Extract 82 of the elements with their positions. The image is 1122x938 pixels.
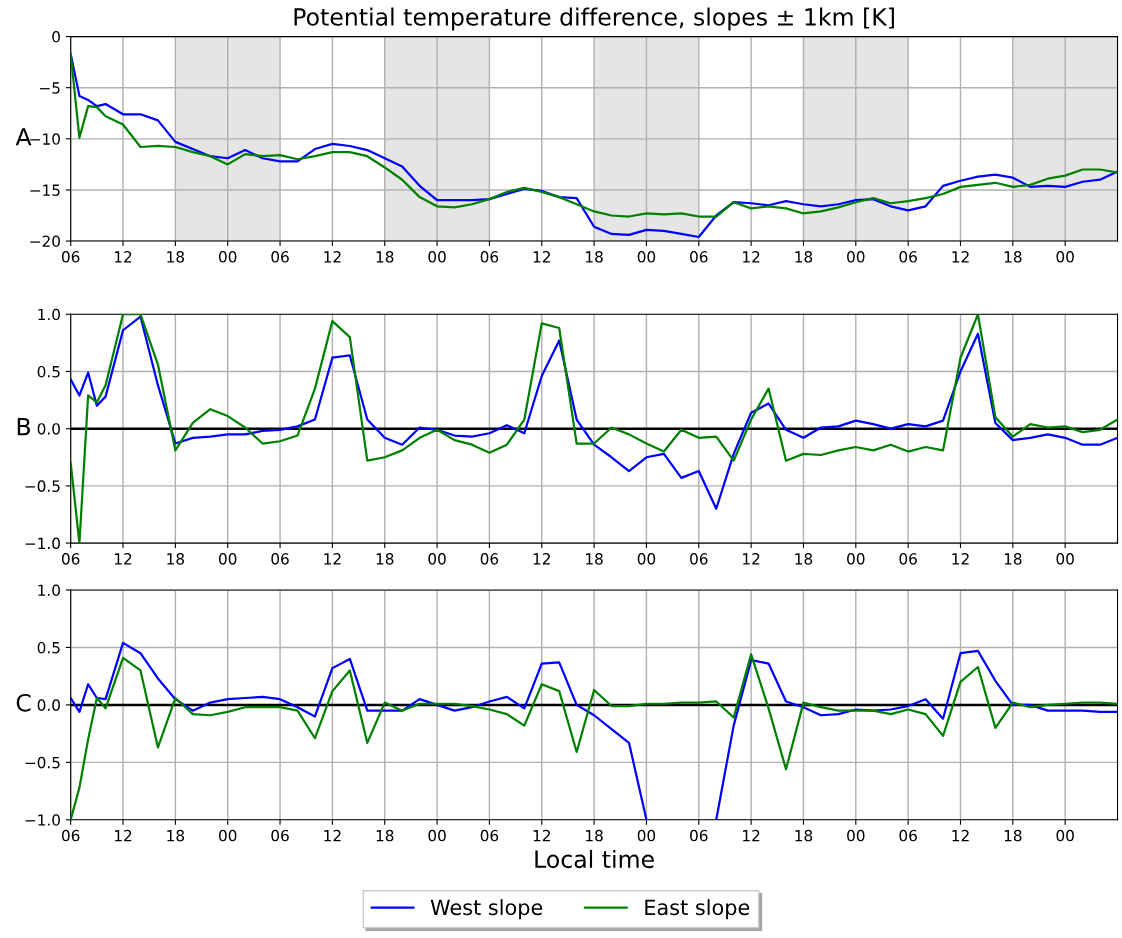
x-tick-label: 06 [480,553,499,565]
x-tick-label: 06 [480,829,499,842]
x-tick-label: 06 [899,829,917,842]
x-tick-label: 12 [324,251,341,263]
legend-label: East slope [645,899,750,920]
x-tick-label: 06 [271,251,289,263]
x-tick-label: 00 [637,829,656,842]
x-tick-label: 06 [61,829,80,842]
x-tick-label: 12 [114,553,132,565]
x-tick-label: 18 [1004,829,1022,842]
x-tick-label: 18 [376,251,394,263]
x-tick-label: 00 [428,251,446,263]
y-axis-title: C [16,693,31,712]
x-tick-label: 12 [743,251,760,263]
y-tick-label: −20 [30,235,60,248]
x-tick-label: 00 [219,251,237,263]
x-tick-label: 00 [847,251,865,263]
x-tick-label: 06 [690,553,708,565]
x-tick-label: 18 [586,553,603,565]
y-tick-label: −10 [30,133,60,145]
y-tick-label: −15 [30,184,60,196]
x-tick-label: 00 [219,553,237,565]
x-tick-label: 00 [1056,829,1074,842]
y-tick-label: 1.0 [38,584,60,597]
chart-title: Potential temperature difference, slopes ± 1km [K] [294,7,894,31]
x-tick-label: 18 [795,251,813,263]
x-tick-label: 06 [690,829,708,842]
x-tick-label: 18 [376,829,394,842]
x-tick-label: 00 [219,829,237,842]
y-tick-label: 0.5 [37,641,60,654]
x-tick-label: 12 [533,829,550,842]
x-axis-title: Local time [535,849,654,869]
x-tick-label: 06 [271,829,289,842]
x-tick-label: 00 [637,251,656,263]
x-tick-label: 18 [795,829,813,842]
x-tick-label: 18 [795,553,813,565]
x-tick-label: 18 [1004,251,1022,263]
y-tick-label: −1.0 [25,814,60,826]
y-tick-label: 0.0 [37,423,60,435]
x-tick-label: 12 [743,553,760,565]
x-tick-label: 00 [1056,251,1074,263]
x-tick-label: 18 [1004,553,1022,565]
x-tick-label: 18 [376,553,394,565]
x-tick-label: 00 [428,553,446,565]
legend-label: West slope [430,899,543,920]
x-tick-label: 00 [637,553,656,565]
y-tick-label: 1.0 [38,308,60,321]
x-tick-label: 12 [743,829,760,842]
x-tick-label: 12 [952,553,969,565]
y-axis-title: A [15,128,32,146]
x-tick-label: 18 [586,251,603,263]
y-tick-label: −0.5 [25,480,60,492]
x-tick-label: 12 [533,251,550,263]
y-tick-label: 0.5 [37,365,60,378]
x-tick-label: 06 [899,251,917,263]
x-tick-label: 00 [1056,553,1074,565]
x-tick-label: 12 [952,829,969,842]
y-tick-label: 0 [52,31,60,43]
y-tick-label: −1.0 [25,537,60,550]
x-tick-label: 06 [480,251,499,263]
x-tick-label: 12 [952,251,969,263]
y-tick-label: −5 [40,82,60,94]
x-tick-label: 12 [533,553,550,565]
x-tick-label: 18 [167,251,185,263]
x-tick-label: 06 [61,553,80,565]
x-tick-label: 06 [690,251,708,263]
x-tick-label: 00 [847,829,865,842]
x-tick-label: 00 [847,553,865,565]
x-tick-label: 06 [61,251,80,263]
x-tick-label: 12 [114,251,132,263]
x-tick-label: 18 [167,553,185,565]
x-tick-label: 06 [899,553,917,565]
x-tick-label: 12 [324,829,341,842]
x-tick-label: 12 [114,829,132,842]
y-tick-label: −0.5 [25,756,60,769]
x-tick-label: 18 [167,829,185,842]
y-axis-title: B [17,417,31,436]
y-tick-label: 0.0 [37,699,60,711]
x-tick-label: 06 [271,553,289,565]
x-tick-label: 18 [586,829,603,842]
x-tick-label: 12 [324,553,341,565]
x-tick-label: 00 [428,829,446,842]
